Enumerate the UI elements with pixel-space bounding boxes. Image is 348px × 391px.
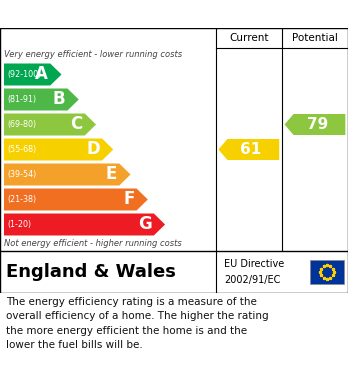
Polygon shape bbox=[219, 139, 279, 160]
Text: 79: 79 bbox=[307, 117, 328, 132]
Polygon shape bbox=[4, 113, 96, 136]
Text: D: D bbox=[86, 140, 100, 158]
Text: Not energy efficient - higher running costs: Not energy efficient - higher running co… bbox=[4, 240, 182, 249]
Text: G: G bbox=[138, 215, 152, 233]
Polygon shape bbox=[4, 163, 130, 185]
Text: (1-20): (1-20) bbox=[7, 220, 31, 229]
Text: B: B bbox=[53, 90, 65, 108]
Text: (92-100): (92-100) bbox=[7, 70, 41, 79]
Text: (55-68): (55-68) bbox=[7, 145, 36, 154]
Polygon shape bbox=[4, 213, 165, 235]
Text: 61: 61 bbox=[240, 142, 262, 157]
Text: England & Wales: England & Wales bbox=[6, 263, 176, 281]
Text: F: F bbox=[123, 190, 135, 208]
Text: (39-54): (39-54) bbox=[7, 170, 36, 179]
Text: C: C bbox=[71, 115, 83, 133]
Polygon shape bbox=[4, 88, 79, 111]
Text: Energy Efficiency Rating: Energy Efficiency Rating bbox=[7, 7, 217, 22]
Text: (81-91): (81-91) bbox=[7, 95, 36, 104]
Text: (21-38): (21-38) bbox=[7, 195, 36, 204]
Text: (69-80): (69-80) bbox=[7, 120, 36, 129]
Text: Current: Current bbox=[229, 33, 269, 43]
Polygon shape bbox=[4, 138, 113, 160]
Polygon shape bbox=[285, 114, 345, 135]
Polygon shape bbox=[4, 63, 62, 86]
Text: Potential: Potential bbox=[292, 33, 338, 43]
Text: EU Directive: EU Directive bbox=[224, 260, 284, 269]
Text: Very energy efficient - lower running costs: Very energy efficient - lower running co… bbox=[4, 50, 182, 59]
Text: E: E bbox=[106, 165, 117, 183]
Text: A: A bbox=[35, 66, 48, 84]
Polygon shape bbox=[4, 188, 148, 210]
Bar bbox=[310, 260, 344, 284]
Text: 2002/91/EC: 2002/91/EC bbox=[224, 274, 280, 285]
Text: The energy efficiency rating is a measure of the
overall efficiency of a home. T: The energy efficiency rating is a measur… bbox=[6, 297, 269, 350]
